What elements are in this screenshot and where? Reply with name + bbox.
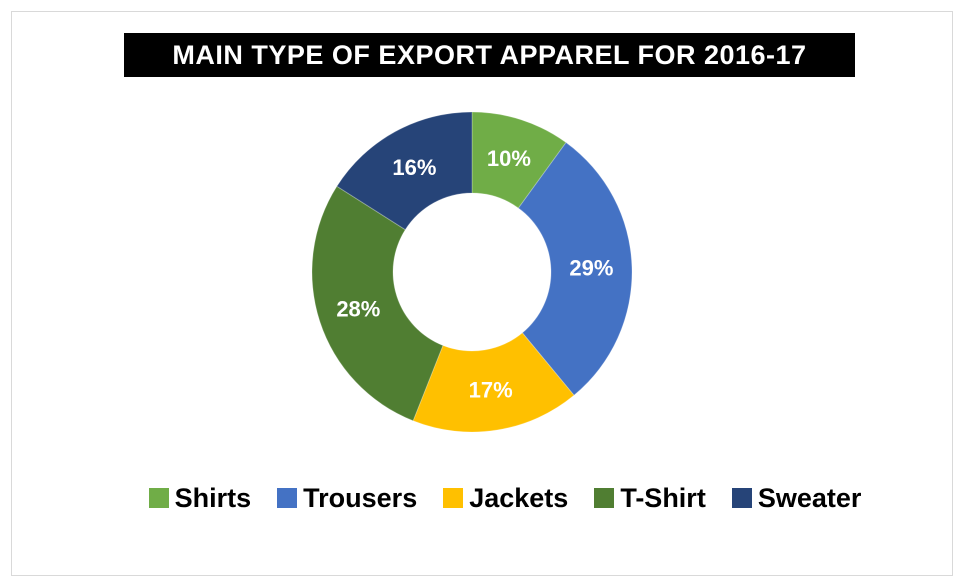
data-label-jackets: 17%: [469, 378, 513, 403]
legend-label: Trousers: [303, 482, 418, 513]
chart-frame: [11, 11, 953, 576]
slice-sweater: [336, 111, 473, 231]
data-label-shirts: 10%: [487, 146, 531, 171]
data-label-trousers: 29%: [569, 256, 613, 281]
data-label-sweater: 16%: [392, 155, 436, 180]
legend-label: Jackets: [469, 482, 569, 513]
legend-label: Sweater: [757, 482, 862, 513]
legend-label: T-Shirt: [620, 482, 706, 513]
slice-trousers: [517, 141, 633, 396]
legend-item-jackets: Jackets: [443, 483, 568, 514]
legend-item-shirts: Shirts: [148, 482, 252, 514]
chart-title: MAIN TYPE OF EXPORT APPAREL FOR 2016-17: [124, 33, 855, 77]
slice-t-shirt: [311, 185, 444, 422]
data-label-t-shirt: 28%: [336, 296, 380, 321]
legend-item-trousers: Trousers: [277, 483, 417, 514]
legend-swatch: [148, 488, 169, 508]
legend-swatch: [594, 488, 615, 508]
slice-shirts: [471, 111, 567, 209]
legend-item-sweater: Sweater: [731, 482, 862, 514]
legend-label: Shirts: [174, 482, 252, 513]
legend-swatch: [277, 488, 298, 508]
slice-jackets: [412, 332, 575, 433]
donut-slices: [311, 111, 633, 433]
legend-swatch: [443, 488, 464, 508]
donut-data-labels: 10% 29% 17% 28% 16%: [336, 146, 613, 403]
legend-item-t-shirt: T-Shirt: [594, 483, 706, 514]
legend-swatch: [731, 488, 752, 508]
chart-legend: Shirts Trousers Jackets T-Shirt Sweater: [90, 478, 920, 518]
